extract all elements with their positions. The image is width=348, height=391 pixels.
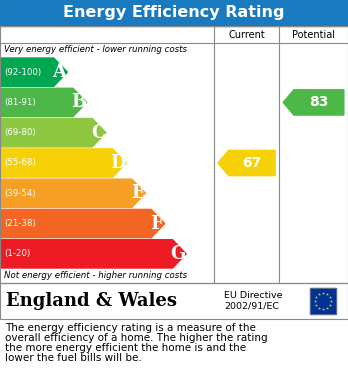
Text: (1-20): (1-20) xyxy=(4,249,30,258)
Polygon shape xyxy=(0,179,145,208)
Polygon shape xyxy=(0,149,126,177)
Text: lower the fuel bills will be.: lower the fuel bills will be. xyxy=(5,353,142,363)
Text: A: A xyxy=(53,63,66,81)
Bar xyxy=(0,0,348,26)
Text: B: B xyxy=(71,93,86,111)
Polygon shape xyxy=(0,118,106,147)
Text: Potential: Potential xyxy=(292,29,335,39)
Text: the more energy efficient the home is and the: the more energy efficient the home is an… xyxy=(5,343,246,353)
Polygon shape xyxy=(0,210,165,238)
Text: E: E xyxy=(131,184,144,202)
Text: The energy efficiency rating is a measure of the: The energy efficiency rating is a measur… xyxy=(5,323,256,333)
Text: England & Wales: England & Wales xyxy=(6,292,177,310)
Polygon shape xyxy=(283,90,344,115)
Text: (21-38): (21-38) xyxy=(4,219,36,228)
Bar xyxy=(0,26,348,283)
Text: overall efficiency of a home. The higher the rating: overall efficiency of a home. The higher… xyxy=(5,333,268,343)
Polygon shape xyxy=(0,240,186,268)
Text: 83: 83 xyxy=(309,95,329,109)
Text: Very energy efficient - lower running costs: Very energy efficient - lower running co… xyxy=(4,45,187,54)
Text: G: G xyxy=(171,245,186,263)
Text: EU Directive: EU Directive xyxy=(224,292,283,301)
Text: Energy Efficiency Rating: Energy Efficiency Rating xyxy=(63,5,285,20)
Text: 2002/91/EC: 2002/91/EC xyxy=(224,301,279,310)
Text: Current: Current xyxy=(228,29,265,39)
Text: (55-68): (55-68) xyxy=(4,158,36,167)
Polygon shape xyxy=(0,88,87,117)
Text: D: D xyxy=(111,154,126,172)
Bar xyxy=(310,288,336,314)
Text: F: F xyxy=(151,215,164,233)
Text: (81-91): (81-91) xyxy=(4,98,35,107)
Bar xyxy=(310,288,336,314)
Text: 67: 67 xyxy=(242,156,261,170)
Text: (69-80): (69-80) xyxy=(4,128,35,137)
Text: C: C xyxy=(91,124,105,142)
Polygon shape xyxy=(218,151,275,176)
Bar xyxy=(0,283,348,319)
Polygon shape xyxy=(0,58,68,86)
Text: (39-54): (39-54) xyxy=(4,189,35,198)
Text: Not energy efficient - higher running costs: Not energy efficient - higher running co… xyxy=(4,271,187,280)
Text: (92-100): (92-100) xyxy=(4,68,41,77)
